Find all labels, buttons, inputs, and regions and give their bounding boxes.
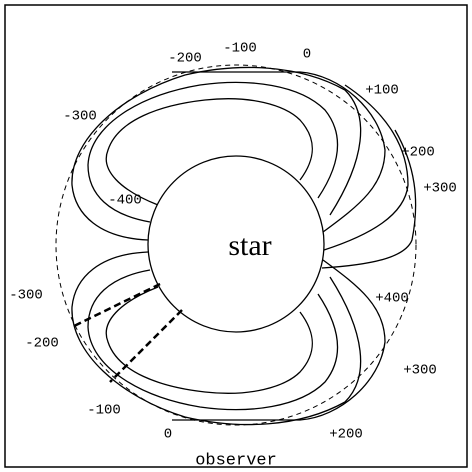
contour [172, 71, 386, 233]
contour [105, 286, 313, 394]
contour-label: -400 [108, 193, 142, 209]
contour-label: -200 [25, 336, 59, 352]
contour [87, 81, 339, 223]
contour [323, 84, 409, 251]
contour-label: +200 [329, 427, 363, 443]
upper-contours [71, 66, 417, 269]
contour-label: -300 [63, 109, 97, 125]
line-of-sight [109, 309, 183, 383]
contour-label: -100 [223, 41, 257, 57]
line-of-sight [73, 282, 161, 328]
lower-contours [71, 251, 386, 426]
contour [105, 98, 313, 206]
contour-label: +100 [365, 83, 399, 99]
star-disk [147, 155, 325, 333]
outer-boundary [55, 64, 417, 426]
star-label: star [228, 229, 271, 262]
contour-label: +300 [423, 181, 457, 197]
contour [87, 269, 339, 411]
contour [321, 129, 417, 269]
contour-label: +300 [403, 363, 437, 379]
contour [71, 66, 362, 241]
contour-label: -200 [168, 51, 202, 67]
frame [4, 4, 468, 468]
observer-label: observer [195, 451, 277, 470]
contour-label: +200 [401, 145, 435, 161]
contour [71, 251, 362, 426]
contour-label: -100 [87, 403, 121, 419]
contour-label: +400 [375, 291, 409, 307]
contour-label: -300 [9, 288, 43, 304]
contour-label: 0 [164, 427, 172, 443]
contour [172, 259, 386, 421]
contour-label: 0 [303, 47, 311, 63]
